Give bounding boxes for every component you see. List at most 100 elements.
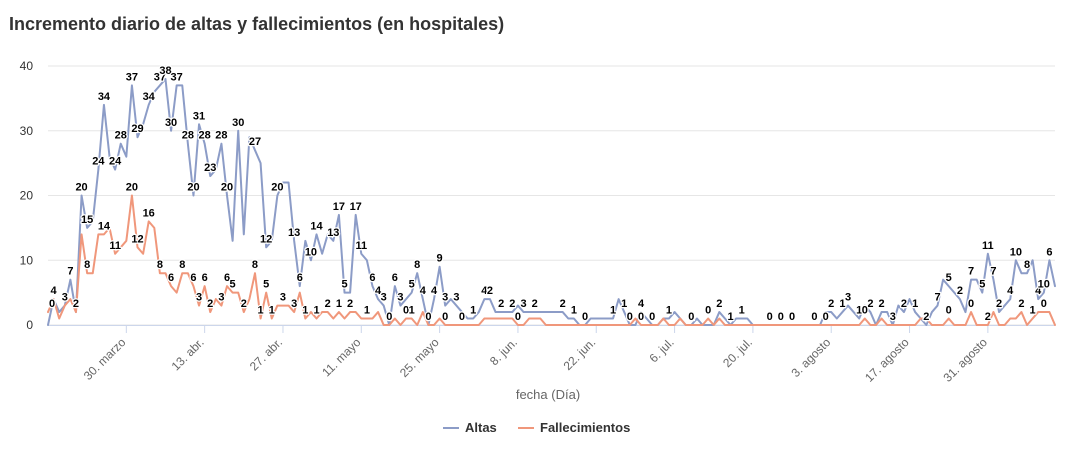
x-tick-label: 31. agosto xyxy=(940,335,990,385)
data-label: 20 xyxy=(221,182,233,194)
data-label: 0 xyxy=(582,311,588,323)
data-label: 5 xyxy=(341,279,347,291)
y-tick-label: 40 xyxy=(20,59,34,73)
x-tick-label: 22. jun. xyxy=(561,335,599,373)
data-label: 2 xyxy=(996,298,1002,310)
data-label: 1 xyxy=(409,305,415,317)
data-label: 6 xyxy=(190,272,196,284)
data-label: 1 xyxy=(571,305,577,317)
data-label: 37 xyxy=(171,71,183,83)
data-label: 0 xyxy=(638,311,644,323)
data-label: 4 xyxy=(1035,285,1042,297)
data-label: 12 xyxy=(131,233,143,245)
data-label: 20 xyxy=(75,182,87,194)
y-tick-label: 10 xyxy=(20,253,34,267)
data-label: 4 xyxy=(51,285,58,297)
data-label: 8 xyxy=(179,259,185,271)
data-label: 0 xyxy=(425,311,431,323)
data-label: 0 xyxy=(386,311,392,323)
data-label: 11 xyxy=(355,240,367,252)
data-label: 4 xyxy=(481,285,488,297)
data-label: 3 xyxy=(280,292,286,304)
data-label: 1 xyxy=(912,298,918,310)
data-label: 6 xyxy=(392,272,398,284)
data-label: 2 xyxy=(498,298,504,310)
data-label: 8 xyxy=(414,259,420,271)
data-label: 2 xyxy=(957,285,963,297)
data-label: 6 xyxy=(202,272,208,284)
legend-item[interactable]: Altas xyxy=(443,420,497,435)
data-label: 2 xyxy=(985,311,991,323)
data-label: 24 xyxy=(109,156,122,168)
x-tick-label: 20. jul. xyxy=(720,335,755,370)
data-label: 38 xyxy=(159,65,171,77)
data-label: 2 xyxy=(688,311,694,323)
data-label: 3 xyxy=(196,292,202,304)
legend[interactable]: Altas Fallecimientos xyxy=(443,420,630,435)
y-tick-label: 20 xyxy=(20,189,34,203)
data-label: 2 xyxy=(879,298,885,310)
legend-label: Fallecimientos xyxy=(540,420,630,435)
data-label: 1 xyxy=(364,305,370,317)
data-label: 1 xyxy=(839,298,845,310)
data-label: 2 xyxy=(487,285,493,297)
data-label: 1 xyxy=(313,305,319,317)
data-label: 0 xyxy=(789,311,795,323)
data-label: 1 xyxy=(258,305,264,317)
data-label: 8 xyxy=(157,259,163,271)
data-label: 2 xyxy=(1018,298,1024,310)
data-label: 8 xyxy=(252,259,258,271)
data-label: 3 xyxy=(890,311,896,323)
data-label: 1 xyxy=(336,298,342,310)
data-label: 0 xyxy=(1041,298,1047,310)
data-label: 0 xyxy=(459,311,465,323)
data-label: 10 xyxy=(1010,246,1022,258)
data-label: 2 xyxy=(901,298,907,310)
x-axis: 30. marzo 13. abr. 27. abr. 11. mayo 25. may… xyxy=(48,325,1055,385)
x-tick-label: 11. mayo xyxy=(319,335,363,379)
data-label: 3 xyxy=(397,292,403,304)
data-label: 0 xyxy=(649,311,655,323)
data-label: 4 xyxy=(375,285,382,297)
data-label: 7 xyxy=(990,266,996,278)
data-label: 1 xyxy=(1030,305,1036,317)
data-label: 2 xyxy=(207,298,213,310)
data-label: 2 xyxy=(716,298,722,310)
data-label: 10 xyxy=(1038,279,1050,291)
data-label: 4 xyxy=(420,285,427,297)
data-label: 2 xyxy=(325,298,331,310)
data-label: 17 xyxy=(350,201,362,213)
data-label: 31 xyxy=(193,110,205,122)
data-label: 0 xyxy=(705,305,711,317)
data-label: 9 xyxy=(437,253,443,265)
data-label: 3 xyxy=(453,292,459,304)
data-label: 4 xyxy=(431,285,438,297)
data-label: 0 xyxy=(946,305,952,317)
data-label: 1 xyxy=(621,298,627,310)
data-label: 2 xyxy=(241,298,247,310)
data-label: 2 xyxy=(560,298,566,310)
data-label: 2 xyxy=(509,298,515,310)
legend-item[interactable]: Fallecimientos xyxy=(518,420,630,435)
data-label: 6 xyxy=(1046,246,1052,258)
data-label: 20 xyxy=(126,182,138,194)
data-label: 1 xyxy=(666,305,672,317)
data-label: 1 xyxy=(856,305,862,317)
x-axis-title: fecha (Día) xyxy=(516,387,580,402)
legend-label: Altas xyxy=(465,420,497,435)
data-label: 0 xyxy=(968,298,974,310)
data-label: 2 xyxy=(923,311,929,323)
x-tick-label: 8. jun. xyxy=(487,335,520,368)
data-label: 1 xyxy=(269,305,275,317)
y-tick-label: 30 xyxy=(20,124,34,138)
data-label: 0 xyxy=(442,311,448,323)
x-tick-label: 6. jul. xyxy=(647,335,677,365)
data-label: 8 xyxy=(1024,259,1030,271)
series-line-fallecimientos xyxy=(47,194,1056,326)
data-label: 6 xyxy=(369,272,375,284)
series-line-altas xyxy=(47,77,1056,326)
data-label: 16 xyxy=(143,207,155,219)
data-label: 3 xyxy=(218,292,224,304)
x-tick-label: 27. abr. xyxy=(247,335,285,373)
